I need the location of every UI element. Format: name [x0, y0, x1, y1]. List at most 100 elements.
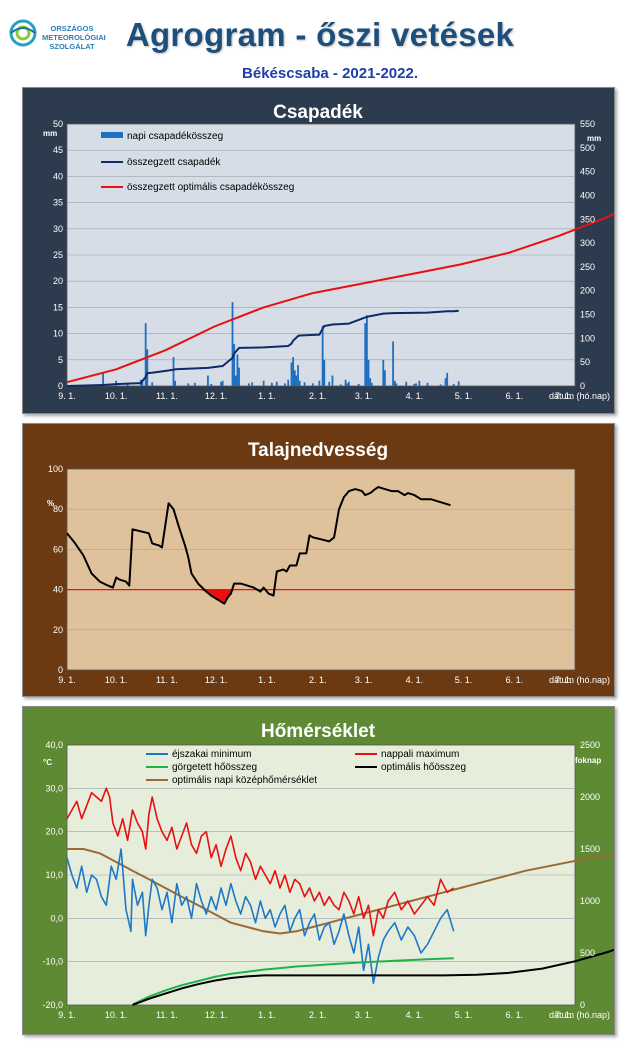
precip-bar	[370, 382, 373, 386]
precip-bar	[297, 365, 299, 386]
optimal-heat-line	[132, 948, 614, 1006]
optimal-precip-line	[66, 212, 614, 384]
precip-bar	[193, 382, 196, 386]
precip-bar	[292, 357, 295, 386]
precip-bar	[367, 359, 370, 386]
x-tick-label: 6. 1.	[506, 1010, 524, 1020]
precip-bar	[439, 384, 442, 386]
x-tick-label: 12. 1.	[205, 391, 228, 401]
oms-logo: ORSZÁGOS METEOROLÓGIAI SZOLGÁLAT	[8, 18, 138, 58]
page-title: Agrogram - őszi vetések	[125, 16, 515, 53]
precipitation-panel: Csapadék mm mm 0 5 10 15 20 25 30 35 40 45 50 0 50 10…	[22, 87, 615, 414]
y-tick-label: 40,0	[45, 740, 63, 750]
x-tick-label: 6. 1.	[506, 391, 524, 401]
precip-bar	[418, 380, 421, 386]
y-tick-label: 45	[53, 145, 63, 155]
precip-bar	[141, 381, 144, 386]
y-tick-label: 30	[53, 224, 63, 234]
precip-bar	[444, 378, 447, 386]
x-tick-label: 4. 1.	[406, 1010, 424, 1020]
y-tick-label: 20	[53, 276, 63, 286]
y-tick-label: 25	[53, 250, 63, 260]
y-tick-label: 10	[53, 329, 63, 339]
precip-bar	[251, 382, 254, 386]
precip-bar	[233, 344, 236, 386]
x-tick-label: 7. 1.	[555, 391, 573, 401]
precip-bar	[321, 325, 324, 386]
y-tick-label: 30,0	[45, 783, 63, 793]
x-tick-label: 9. 1.	[58, 675, 76, 685]
x-axis-label: dátum (hó.nap)	[549, 675, 610, 685]
x-tick-label: 4. 1.	[406, 391, 424, 401]
y2-tick-label: 200	[580, 286, 595, 296]
y2-tick-label: 250	[580, 262, 595, 272]
rolling-heat-line	[132, 957, 454, 1006]
x-tick-label: 10. 1.	[105, 675, 128, 685]
y2-tick-label: 1000	[580, 896, 600, 906]
precip-bar	[347, 381, 350, 386]
tmax-line	[66, 787, 455, 937]
x-tick-label: 1. 1.	[258, 1010, 276, 1020]
precip-bar	[457, 381, 460, 386]
temperature-chart: Hőmérséklet °C foknap -20,0 -10,0 0,0 10,0 2…	[23, 707, 614, 1034]
chart-title: Talajnedvesség	[248, 440, 388, 461]
x-tick-label: 6. 1.	[506, 675, 524, 685]
x-tick-label: 7. 1.	[555, 1010, 573, 1020]
legend-optimal-precip: összegzett optimális csapadékösszeg	[127, 182, 294, 193]
y-axis-unit: °C	[43, 758, 52, 767]
y2-tick-label: 150	[580, 310, 595, 320]
precip-bar	[174, 380, 177, 386]
x-tick-label: 12. 1.	[205, 1010, 228, 1020]
precip-bar	[146, 349, 149, 386]
x-tick-label: 9. 1.	[58, 391, 76, 401]
tmin-line	[66, 848, 455, 985]
x-tick-label: 7. 1.	[555, 675, 573, 685]
precip-bar	[384, 370, 386, 386]
y-tick-label: 20	[53, 625, 63, 635]
precip-bar	[413, 383, 416, 386]
y-tick-label: 60	[53, 544, 63, 554]
x-tick-label: 5. 1.	[455, 1010, 473, 1020]
y-tick-label: 100	[48, 464, 63, 474]
precip-bar	[392, 341, 395, 386]
y-tick-label: 40	[53, 585, 63, 595]
y2-tick-label: 2500	[580, 740, 600, 750]
y-tick-label: 50	[53, 119, 63, 129]
precip-bar	[318, 380, 321, 386]
precip-bar	[452, 383, 455, 386]
y2-tick-label: 0	[580, 1000, 585, 1010]
y2-tick-label: 500	[580, 948, 595, 958]
y2-tick-label: 50	[580, 357, 590, 367]
y2-tick-label: 450	[580, 167, 595, 177]
y2-tick-label: 2000	[580, 792, 600, 802]
precip-bar	[144, 323, 147, 386]
precip-bar	[303, 382, 306, 386]
x-tick-label: 5. 1.	[455, 675, 473, 685]
x-tick-label: 1. 1.	[258, 391, 276, 401]
x-tick-label: 2. 1.	[309, 391, 327, 401]
x-tick-label: 4. 1.	[406, 675, 424, 685]
precip-bar	[187, 383, 190, 386]
precip-bar	[262, 380, 265, 386]
y2-tick-label: 0	[580, 381, 585, 391]
precip-bar	[364, 323, 367, 386]
y-tick-label: -20,0	[42, 1000, 63, 1010]
precip-bar	[126, 383, 129, 386]
x-tick-label: 9. 1.	[58, 1010, 76, 1020]
precip-bar	[210, 383, 213, 386]
y-tick-label: 0	[58, 381, 63, 391]
y-tick-label: 0,0	[50, 913, 63, 923]
x-tick-label: 10. 1.	[105, 391, 128, 401]
precipitation-chart: Csapadék mm mm 0510152025303540455005010…	[23, 88, 614, 413]
precip-bar	[207, 375, 209, 386]
precip-bar	[393, 380, 396, 386]
y-axis-unit: mm	[43, 129, 57, 138]
y2-tick-label: 100	[580, 333, 595, 343]
legend-rolling-heat: görgetett hőösszeg	[172, 762, 257, 773]
precip-bar	[236, 354, 239, 386]
y-tick-label: 20,0	[45, 827, 63, 837]
logo-swirl-icon	[9, 19, 37, 47]
legend-daily-precip: napi csapadékösszeg	[127, 131, 223, 142]
precip-bar	[270, 382, 273, 386]
y2-tick-label: 1500	[580, 844, 600, 854]
